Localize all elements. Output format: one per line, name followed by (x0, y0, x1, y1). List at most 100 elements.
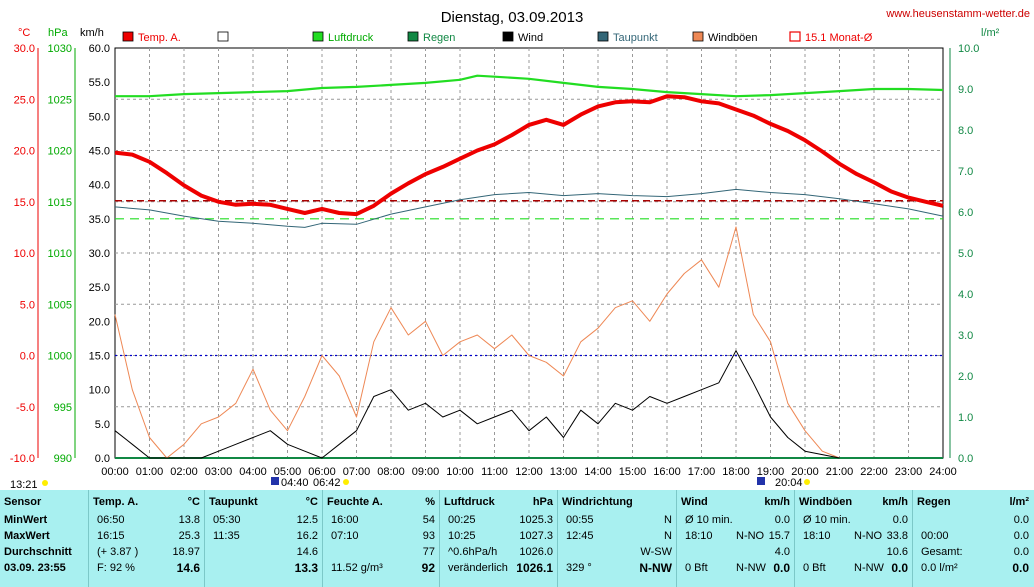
stats-row-luftdruck: 00:25 1025.3 (448, 514, 553, 526)
tick-temp: 15.0 (14, 197, 35, 209)
stats-row-regen: 0.0 l/m² 0.0 (921, 561, 1029, 575)
legend-label: Luftdruck (328, 32, 374, 44)
legend-swatch (502, 31, 514, 42)
stats-col-feuchte: Feuchte A.% 16:00 54 07:10 93 77 11.52 g/m³ 92 (323, 490, 440, 587)
tick-hpa: 1020 (48, 146, 72, 158)
stats-row-luftdruck: veränderlich 1026.1 (448, 561, 553, 575)
legend-swatch (692, 31, 704, 42)
tick-time: 09:00 (412, 466, 440, 478)
tick-rain: 7.0 (958, 166, 973, 178)
stats-row-feuchte: 77 (422, 546, 435, 558)
stats-row-taupunkt: 14.6 (296, 546, 318, 558)
tick-time: 04:00 (239, 466, 267, 478)
tick-rain: 6.0 (958, 207, 973, 219)
marker-sunrise2: 06:42 (313, 477, 341, 489)
stats-header-sensor: Sensor (4, 496, 42, 508)
stats-col-sensor: Sensor MinWert MaxWert Durchschnitt 03.0… (0, 490, 89, 587)
tick-time: 14:00 (584, 466, 612, 478)
series-line-windb-en (114, 226, 840, 459)
tick-hpa: 1025 (48, 94, 72, 106)
tick-time: 10:00 (446, 466, 474, 478)
tick-hpa: 1030 (48, 43, 72, 55)
tick-time: 12:00 (515, 466, 543, 478)
legend-label: Taupunkt (613, 32, 658, 44)
stats-col-windrichtung: Windrichtung 00:55 N 12:45 N W-SW 329 ° N-NW (558, 490, 677, 587)
sun-icon (343, 479, 349, 485)
tick-rain: 0.0 (958, 453, 973, 465)
legend-label: Wind (518, 32, 543, 44)
stats-row-wind: 0 Bft N-NW 0.0 (685, 561, 790, 575)
stats-row-luftdruck: 10:25 1027.3 (448, 530, 553, 542)
legend-label: Temp. A. (138, 32, 181, 44)
tick-kmh: 0.0 (95, 453, 110, 465)
stats-row-feuchte: 11.52 g/m³ 92 (331, 561, 435, 575)
tick-kmh: 5.0 (95, 419, 110, 431)
tick-time: 18:00 (722, 466, 750, 478)
stats-row-taupunkt: 13.3 (294, 561, 318, 575)
tick-temp: 30.0 (14, 43, 35, 55)
stats-panel: Sensor MinWert MaxWert Durchschnitt 03.0… (0, 490, 1034, 587)
tick-rain: 2.0 (958, 371, 973, 383)
stats-label-min: MinWert (4, 514, 48, 526)
tick-time: 23:00 (895, 466, 923, 478)
legend-swatch (597, 31, 609, 42)
stats-header-temp: Temp. A. °C (93, 496, 200, 508)
tick-kmh: 10.0 (89, 385, 110, 397)
stats-label-avg: Durchschnitt (4, 546, 72, 558)
tick-kmh: 30.0 (89, 248, 110, 260)
sunset-icon (757, 477, 765, 485)
stats-row-temp: F: 92 % 14.6 (97, 561, 200, 575)
unit-hpa: hPa (48, 27, 68, 39)
stats-label-current: 03.09. 23:55 (4, 562, 66, 574)
stats-row-taupunkt: 05:30 12.5 (213, 514, 318, 526)
tick-temp: 10.0 (14, 248, 35, 260)
series-layer (114, 74, 944, 459)
tick-hpa: 990 (54, 453, 72, 465)
sunrise-icon (271, 477, 279, 485)
tick-kmh: 55.0 (89, 77, 110, 89)
legend-label: Regen (423, 32, 455, 44)
unit-rain: l/m² (981, 27, 1000, 39)
legend-swatch (122, 31, 134, 42)
stats-row-wind: Ø 10 min. 0.0 (685, 514, 790, 526)
legend: Temp. A. Luftdruck Regen Wind Taupunkt Windbö… (122, 31, 873, 44)
tick-hpa: 1000 (48, 351, 72, 363)
stats-col-wind: Wind km/h Ø 10 min. 0.0 18:10 N-NO 15.7 4.0 0 Bf… (677, 490, 795, 587)
grid (114, 47, 944, 459)
tick-rain: 8.0 (958, 125, 973, 137)
stats-row-wind: 18:10 N-NO 15.7 (685, 530, 790, 542)
legend-swatch (312, 31, 324, 42)
tick-time: 24:00 (929, 466, 957, 478)
legend-swatch (789, 31, 801, 42)
stats-col-windboeen: Windböen km/h Ø 10 min. 0.0 18:10 N-NO 33.8 10.… (795, 490, 913, 587)
tick-kmh: 25.0 (89, 282, 110, 294)
stats-row-feuchte: 16:00 54 (331, 514, 435, 526)
axis-ticks: 30.0 25.0 20.0 15.0 10.0 5.0 0.0 -5.0 -10.0 1030 1… (10, 43, 980, 478)
website-link[interactable]: www.heusenstamm-wetter.de (885, 8, 1030, 20)
tick-time: 21:00 (826, 466, 854, 478)
stats-row-windrichtung: 00:55 N (566, 514, 672, 526)
stats-row-luftdruck: ^0.6hPa/h 1026.0 (448, 546, 553, 558)
stats-col-regen: Regen l/m² 0.0 00:00 0.0 Gesamt: 0.0 0.0 l/m² 0.… (913, 490, 1033, 587)
tick-rain: 4.0 (958, 289, 973, 301)
stats-row-temp: (+ 3.87 ) 18.97 (97, 546, 200, 558)
legend-swatch (217, 31, 229, 42)
stats-header-luftdruck: Luftdruck hPa (444, 496, 553, 508)
stats-col-temp: Temp. A. °C 06:50 13.8 16:15 25.3 (+ 3.87 ) 18.… (89, 490, 205, 587)
tick-rain: 9.0 (958, 84, 973, 96)
tick-temp: 0.0 (20, 351, 35, 363)
tick-time: 07:00 (343, 466, 371, 478)
tick-time: 08:00 (377, 466, 405, 478)
stats-header-windrichtung: Windrichtung (562, 496, 633, 508)
tick-time: 06:00 (308, 466, 336, 478)
legend-label: 15.1 Monat-Ø (805, 32, 873, 44)
sun-markers: 13:21 04:40 06:42 20:04 (10, 477, 810, 490)
stats-row-wind: 4.0 (774, 546, 790, 558)
tick-rain: 1.0 (958, 412, 973, 424)
stats-row-feuchte: 07:10 93 (331, 530, 435, 542)
tick-kmh: 35.0 (89, 214, 110, 226)
tick-kmh: 60.0 (89, 43, 110, 55)
marker-moonset: 13:21 (10, 479, 38, 490)
tick-time: 22:00 (860, 466, 888, 478)
tick-kmh: 45.0 (89, 146, 110, 158)
